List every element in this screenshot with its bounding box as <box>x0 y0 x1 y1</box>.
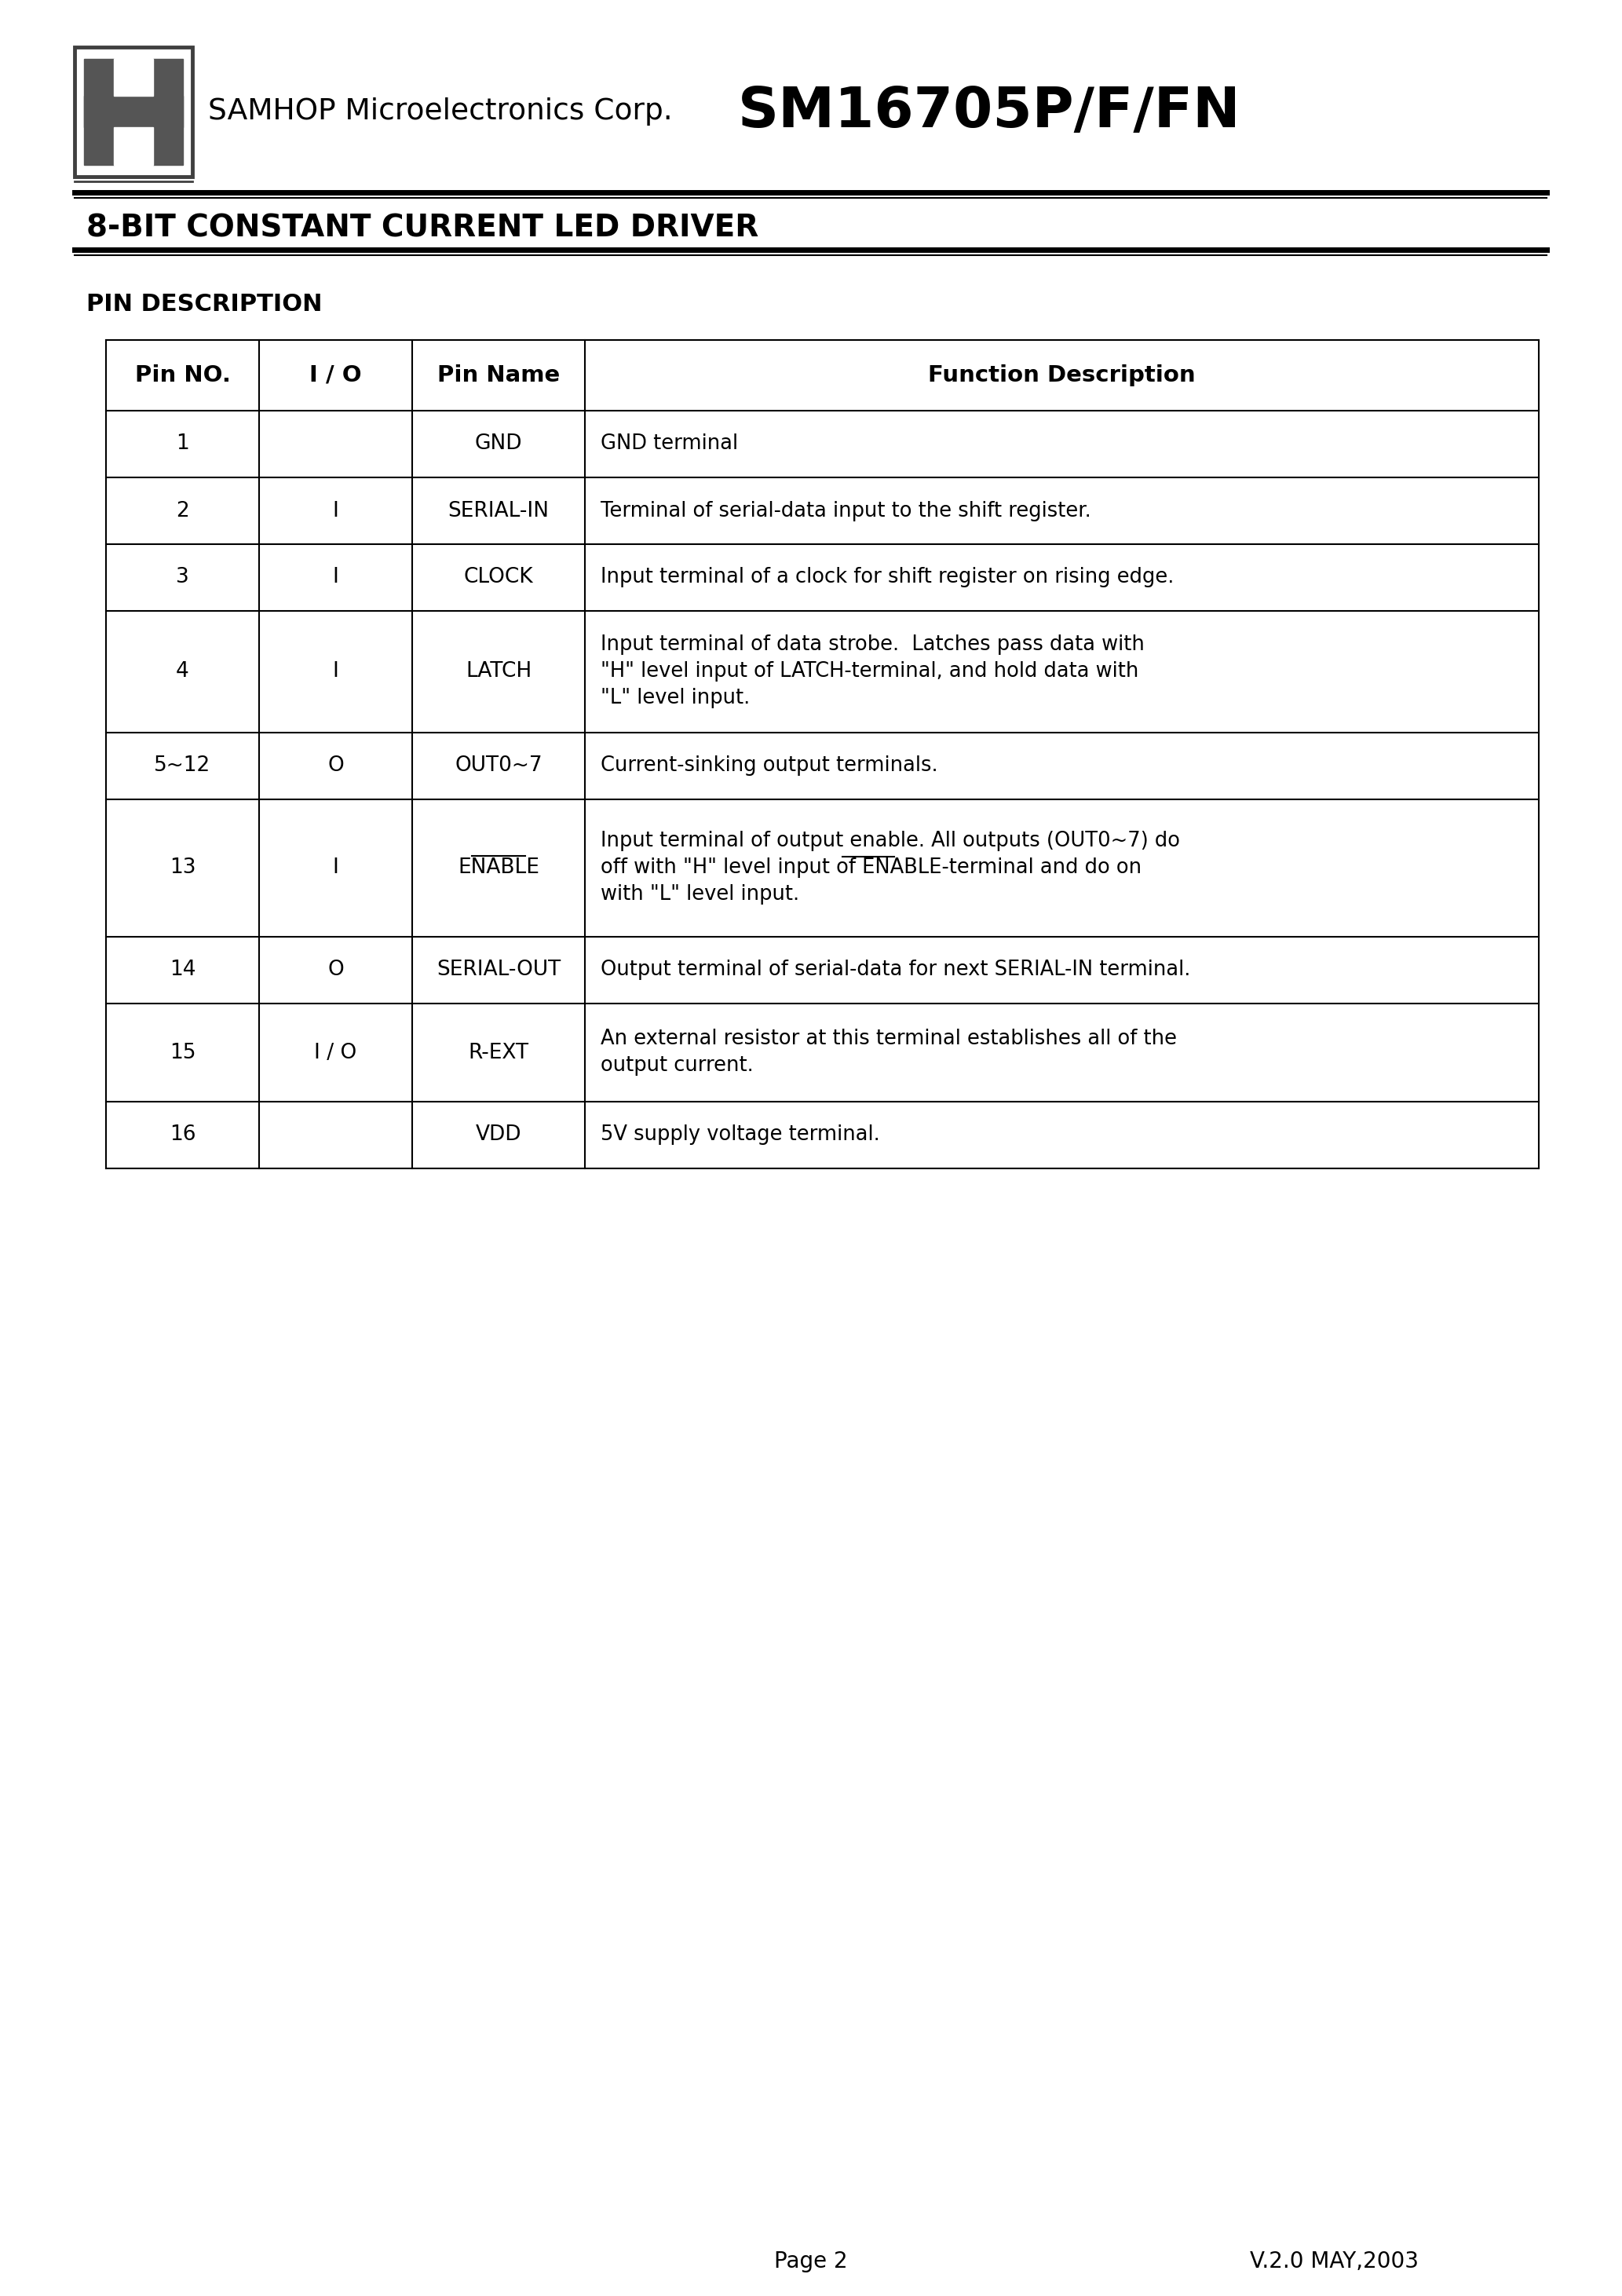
Text: 16: 16 <box>169 1125 196 1146</box>
Text: 15: 15 <box>169 1042 196 1063</box>
Text: I: I <box>333 859 339 879</box>
Text: 3: 3 <box>175 567 190 588</box>
Text: I: I <box>333 501 339 521</box>
Text: Current-sinking output terminals.: Current-sinking output terminals. <box>600 755 938 776</box>
Text: Input terminal of a clock for shift register on rising edge.: Input terminal of a clock for shift regi… <box>600 567 1174 588</box>
Text: An external resistor at this terminal establishes all of the: An external resistor at this terminal es… <box>600 1029 1178 1049</box>
Text: CLOCK: CLOCK <box>464 567 534 588</box>
Text: off with "H" level input of ENABLE-terminal and do on: off with "H" level input of ENABLE-termi… <box>600 859 1142 879</box>
Text: V.2.0 MAY,2003: V.2.0 MAY,2003 <box>1251 2250 1419 2273</box>
Text: Page 2: Page 2 <box>774 2250 848 2273</box>
Text: 8-BIT CONSTANT CURRENT LED DRIVER: 8-BIT CONSTANT CURRENT LED DRIVER <box>86 214 759 243</box>
Text: "L" level input.: "L" level input. <box>600 689 749 709</box>
Text: 14: 14 <box>169 960 196 980</box>
Text: I / O: I / O <box>310 365 362 386</box>
Text: 2: 2 <box>175 501 190 521</box>
Text: Pin Name: Pin Name <box>438 365 560 386</box>
Text: 5V supply voltage terminal.: 5V supply voltage terminal. <box>600 1125 879 1146</box>
Bar <box>152 60 183 165</box>
Text: ENABLE: ENABLE <box>457 859 539 879</box>
Text: SERIAL-IN: SERIAL-IN <box>448 501 550 521</box>
Text: 13: 13 <box>169 859 196 879</box>
Text: PIN DESCRIPTION: PIN DESCRIPTION <box>86 294 323 317</box>
Text: SM16705P/F/FN: SM16705P/F/FN <box>738 85 1241 140</box>
Text: 4: 4 <box>175 661 190 682</box>
Text: Input terminal of data strobe.  Latches pass data with: Input terminal of data strobe. Latches p… <box>600 636 1145 654</box>
Text: Input terminal of output enable. All outputs (OUT0~7) do: Input terminal of output enable. All out… <box>600 831 1179 852</box>
Bar <box>114 126 152 165</box>
Bar <box>75 48 193 177</box>
Text: with "L" level input.: with "L" level input. <box>600 884 800 905</box>
Text: SAMHOP Microelectronics Corp.: SAMHOP Microelectronics Corp. <box>208 99 673 126</box>
Bar <box>105 340 1539 1169</box>
Text: SERIAL-OUT: SERIAL-OUT <box>436 960 561 980</box>
Text: "H" level input of LATCH-terminal, and hold data with: "H" level input of LATCH-terminal, and h… <box>600 661 1139 682</box>
Text: 5~12: 5~12 <box>154 755 211 776</box>
Text: I: I <box>333 567 339 588</box>
Bar <box>114 60 152 96</box>
Text: GND terminal: GND terminal <box>600 434 738 455</box>
Text: OUT0~7: OUT0~7 <box>454 755 542 776</box>
Bar <box>84 60 114 165</box>
Text: Output terminal of serial-data for next SERIAL-IN terminal.: Output terminal of serial-data for next … <box>600 960 1191 980</box>
Text: Function Description: Function Description <box>928 365 1195 386</box>
Text: 1: 1 <box>175 434 190 455</box>
Bar <box>84 96 183 126</box>
Text: Terminal of serial-data input to the shift register.: Terminal of serial-data input to the shi… <box>600 501 1092 521</box>
Text: I / O: I / O <box>315 1042 357 1063</box>
Text: GND: GND <box>475 434 522 455</box>
Text: output current.: output current. <box>600 1056 754 1077</box>
Text: Pin NO.: Pin NO. <box>135 365 230 386</box>
Text: I: I <box>333 661 339 682</box>
Text: O: O <box>328 960 344 980</box>
Text: VDD: VDD <box>475 1125 522 1146</box>
Text: R-EXT: R-EXT <box>469 1042 529 1063</box>
Text: LATCH: LATCH <box>466 661 532 682</box>
Text: O: O <box>328 755 344 776</box>
